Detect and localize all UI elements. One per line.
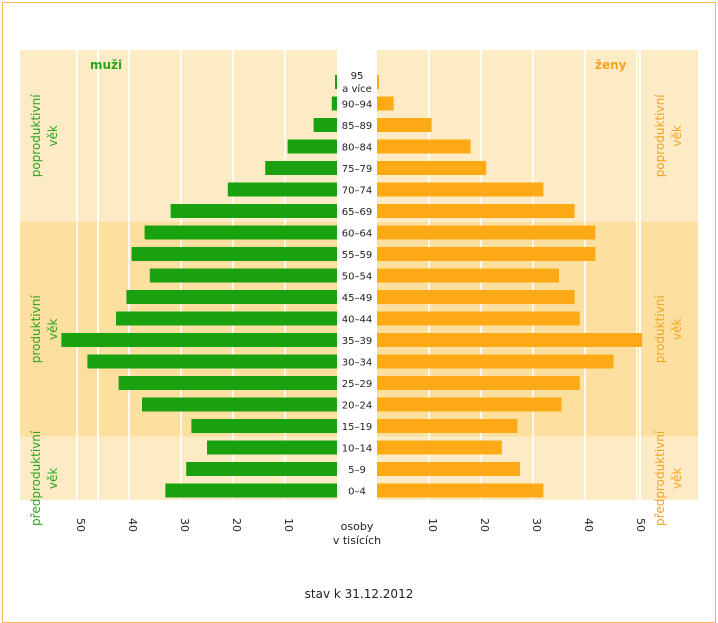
female-bar <box>377 225 596 240</box>
male-series-label: muži <box>90 58 122 72</box>
female-bar <box>377 419 518 433</box>
female-bar <box>377 397 562 412</box>
female-bar <box>377 118 432 132</box>
male-bar <box>207 440 337 455</box>
x-tick-label: 20 <box>478 518 491 532</box>
female-bar <box>377 440 502 455</box>
age-group-label: 65–69 <box>342 207 372 218</box>
age-group-label: 70–74 <box>342 186 372 197</box>
right-zone-label: věk <box>670 125 684 146</box>
bars <box>61 75 643 498</box>
male-bar <box>335 75 337 89</box>
female-bar <box>377 483 544 498</box>
right-zone-label: poproduktivní <box>653 94 667 178</box>
left-zone-label: věk <box>46 468 60 489</box>
male-bar <box>87 354 338 369</box>
footer-note: stav k 31.12.2012 <box>305 587 414 601</box>
female-bar <box>377 161 487 175</box>
age-group-label: 80–84 <box>342 143 372 154</box>
male-bar <box>118 376 337 390</box>
age-group-label: 20–24 <box>342 401 372 412</box>
left-zone-label: produktivní <box>29 295 43 364</box>
female-bar <box>377 182 544 197</box>
female-bar <box>377 333 643 347</box>
x-tick-label: 40 <box>126 518 139 532</box>
male-bar <box>126 290 338 304</box>
x-tick-label: 30 <box>178 518 191 532</box>
age-group-label: 85–89 <box>342 121 372 132</box>
age-group-label: 50–54 <box>342 272 372 283</box>
female-bar <box>377 462 520 476</box>
right-zone-label: věk <box>670 318 684 339</box>
age-labels: 95 a více 90–94 85–89 80–84 75–79 70–74 65–69 60… <box>342 71 372 498</box>
x-tick-label: 10 <box>426 518 439 532</box>
male-bar <box>265 161 337 175</box>
male-bar <box>142 397 337 412</box>
age-group-label: 95 a více <box>342 71 372 95</box>
male-bar <box>186 462 337 476</box>
female-bar <box>377 311 580 326</box>
right-zone-label: věk <box>670 468 684 489</box>
female-bar <box>377 139 471 154</box>
female-bar <box>377 247 596 261</box>
male-bar <box>165 483 337 498</box>
age-group-label: 45–49 <box>342 293 372 304</box>
age-group-label: 0–4 <box>348 487 366 498</box>
age-group-label: 10–14 <box>342 444 372 455</box>
male-bar <box>331 96 337 111</box>
left-zone-label: věk <box>46 125 60 146</box>
female-bar <box>377 75 379 89</box>
age-group-label: 35–39 <box>342 336 372 347</box>
x-tick-label: 50 <box>74 518 87 532</box>
x-tick-label: 40 <box>582 518 595 532</box>
male-bar <box>170 204 337 218</box>
left-zone-label: poproduktivní <box>29 94 43 178</box>
x-tick-label: 30 <box>530 518 543 532</box>
male-bar <box>191 419 337 433</box>
male-bar <box>116 311 337 326</box>
x-tick-label: 50 <box>634 518 647 532</box>
x-tick-label: 20 <box>230 518 243 532</box>
male-bar <box>61 333 338 347</box>
right-zone-label: předproduktivní <box>653 430 667 526</box>
x-tick-labels: 50 40 30 20 10 10 20 30 40 50 <box>74 518 647 532</box>
male-bar <box>131 247 337 261</box>
age-group-label: 15–19 <box>342 422 372 433</box>
zone-labels: poproduktivní věk poproduktivní věkprodukti… <box>29 94 684 526</box>
age-group-label: 75–79 <box>342 164 372 175</box>
x-unit-label: osoby v tisících <box>333 520 381 547</box>
age-group-label: 90–94 <box>342 100 372 111</box>
female-bar <box>377 290 575 304</box>
male-bar <box>227 182 337 197</box>
age-group-label: 25–29 <box>342 379 372 390</box>
age-group-label: 40–44 <box>342 315 372 326</box>
age-group-label: 55–59 <box>342 250 372 261</box>
male-bar <box>287 139 337 154</box>
x-tick-label: 10 <box>282 518 295 532</box>
left-zone-label: předproduktivní <box>29 430 43 526</box>
female-bar <box>377 354 614 369</box>
female-bar <box>377 376 580 390</box>
age-group-label: 30–34 <box>342 358 372 369</box>
female-bar <box>377 96 394 111</box>
right-zone-label: produktivní <box>653 295 667 364</box>
male-bar <box>313 118 337 132</box>
female-series-label: ženy <box>595 58 627 72</box>
age-group-label: 5–9 <box>348 465 366 476</box>
center-column <box>337 50 377 500</box>
female-bar <box>377 204 575 218</box>
age-group-label: 60–64 <box>342 229 372 240</box>
male-bar <box>149 268 337 283</box>
left-zone-label: věk <box>46 318 60 339</box>
male-bar <box>144 225 337 240</box>
female-bar <box>377 268 559 283</box>
